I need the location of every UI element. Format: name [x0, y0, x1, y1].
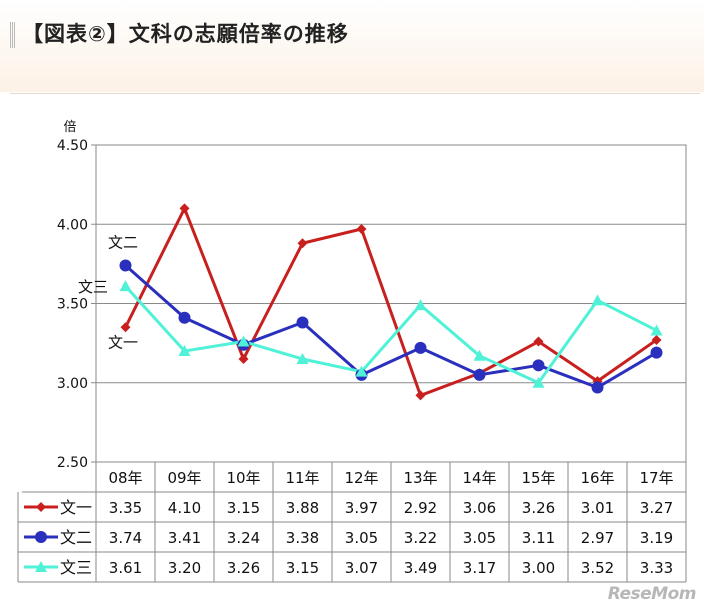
data-point-3-5	[355, 365, 368, 377]
data-point-3-4	[296, 352, 309, 364]
table-cell: 3.11	[522, 529, 555, 547]
x-tick-label: 10年	[226, 469, 260, 487]
y-tick-label: 2.50	[57, 455, 88, 471]
data-point-1-5	[356, 224, 367, 235]
table-cell: 3.41	[168, 529, 201, 547]
series-inline-label: 文二	[108, 233, 138, 251]
x-tick-label: 08年	[108, 469, 142, 487]
data-point-2-1	[119, 259, 132, 272]
legend-marker-2	[35, 531, 47, 543]
x-tick-label: 12年	[344, 469, 378, 487]
legend-marker-1	[36, 502, 46, 512]
data-point-1-3	[238, 353, 249, 364]
series-lines	[124, 206, 658, 397]
table-cell: 3.38	[286, 529, 319, 547]
table-cell: 3.74	[109, 529, 142, 547]
data-point-2-2	[178, 311, 191, 324]
series-line-1	[124, 206, 658, 397]
table-cell: 3.27	[640, 499, 673, 517]
data-point-3-9	[591, 294, 604, 306]
table-cell: 3.26	[522, 499, 555, 517]
data-point-1-6	[415, 390, 426, 401]
watermark-logo: ReseMom	[607, 584, 697, 604]
data-point-1-4	[297, 238, 308, 249]
table-cell: 3.05	[463, 529, 496, 547]
data-point-3-1	[119, 280, 132, 292]
table-cell: 3.17	[463, 559, 496, 577]
data-point-2-8	[532, 359, 545, 372]
data-point-2-4	[296, 316, 309, 329]
x-tick-label: 17年	[639, 469, 673, 487]
header-band: 【図表②】文科の志願倍率の推移	[0, 0, 704, 92]
data-point-2-9	[591, 381, 604, 394]
series-line-2	[124, 264, 658, 390]
table-cell: 3.26	[227, 559, 260, 577]
table-cell: 3.00	[522, 559, 555, 577]
legend-label: 文一	[60, 498, 92, 517]
x-tick-label: 14年	[462, 469, 496, 487]
data-point-2-6	[414, 341, 427, 354]
legend-label: 文二	[60, 528, 92, 547]
data-point-3-7	[473, 349, 486, 361]
table-cell: 3.61	[109, 559, 142, 577]
table-cell: 3.07	[345, 559, 378, 577]
table-cell: 3.24	[227, 529, 260, 547]
data-point-1-8	[533, 336, 544, 347]
table-cell: 3.52	[581, 559, 614, 577]
y-axis: 2.50 3.00 3.50 4.00 4.50 倍	[57, 120, 96, 471]
table-cell: 2.97	[581, 529, 614, 547]
data-point-3-8	[532, 376, 545, 388]
data-point-2-10	[650, 346, 663, 359]
data-point-1-10	[651, 334, 662, 345]
table-cell: 3.05	[345, 529, 378, 547]
x-tick-label: 09年	[167, 469, 201, 487]
table-cell: 3.88	[286, 499, 319, 517]
table-cell: 2.92	[404, 499, 437, 517]
y-tick-label: 4.50	[57, 138, 88, 154]
header-divider	[10, 93, 700, 94]
y-axis-label: 倍	[63, 120, 76, 135]
table-cell: 3.19	[640, 529, 673, 547]
data-point-1-1	[120, 322, 131, 333]
series-inline-label: 文一	[108, 333, 138, 351]
y-tick-label: 3.50	[57, 297, 88, 313]
data-point-3-2	[178, 345, 191, 357]
page-title: 【図表②】文科の志願倍率の推移	[22, 22, 349, 46]
table-cell: 3.20	[168, 559, 201, 577]
data-point-3-3	[237, 335, 250, 347]
legend-label: 文三	[60, 558, 92, 577]
table-cell: 3.15	[286, 559, 319, 577]
x-tick-label: 15年	[521, 469, 555, 487]
table-cell: 3.06	[463, 499, 496, 517]
y-tick-label: 3.00	[57, 376, 88, 392]
data-point-1-2	[179, 203, 190, 214]
table-cell: 4.10	[168, 499, 201, 517]
header-decoration	[10, 22, 16, 48]
table-cell: 3.35	[109, 499, 142, 517]
table-cell: 3.01	[581, 499, 614, 517]
x-tick-label: 11年	[285, 469, 319, 487]
series-inline-label: 文三	[78, 278, 108, 296]
table-cell: 3.15	[227, 499, 260, 517]
legend-marker-3	[35, 561, 47, 572]
x-tick-label: 13年	[403, 469, 437, 487]
table-cell: 3.33	[640, 559, 673, 577]
data-point-3-6	[414, 299, 427, 311]
x-tick-label: 16年	[580, 469, 614, 487]
y-tick-label: 4.00	[57, 217, 88, 233]
table-cell: 3.97	[345, 499, 378, 517]
series-line-3	[124, 285, 658, 385]
table-cell: 3.49	[404, 559, 437, 577]
data-point-3-10	[650, 324, 663, 336]
data-point-2-7	[473, 368, 486, 381]
table-cell: 3.22	[404, 529, 437, 547]
series-markers	[119, 203, 663, 401]
